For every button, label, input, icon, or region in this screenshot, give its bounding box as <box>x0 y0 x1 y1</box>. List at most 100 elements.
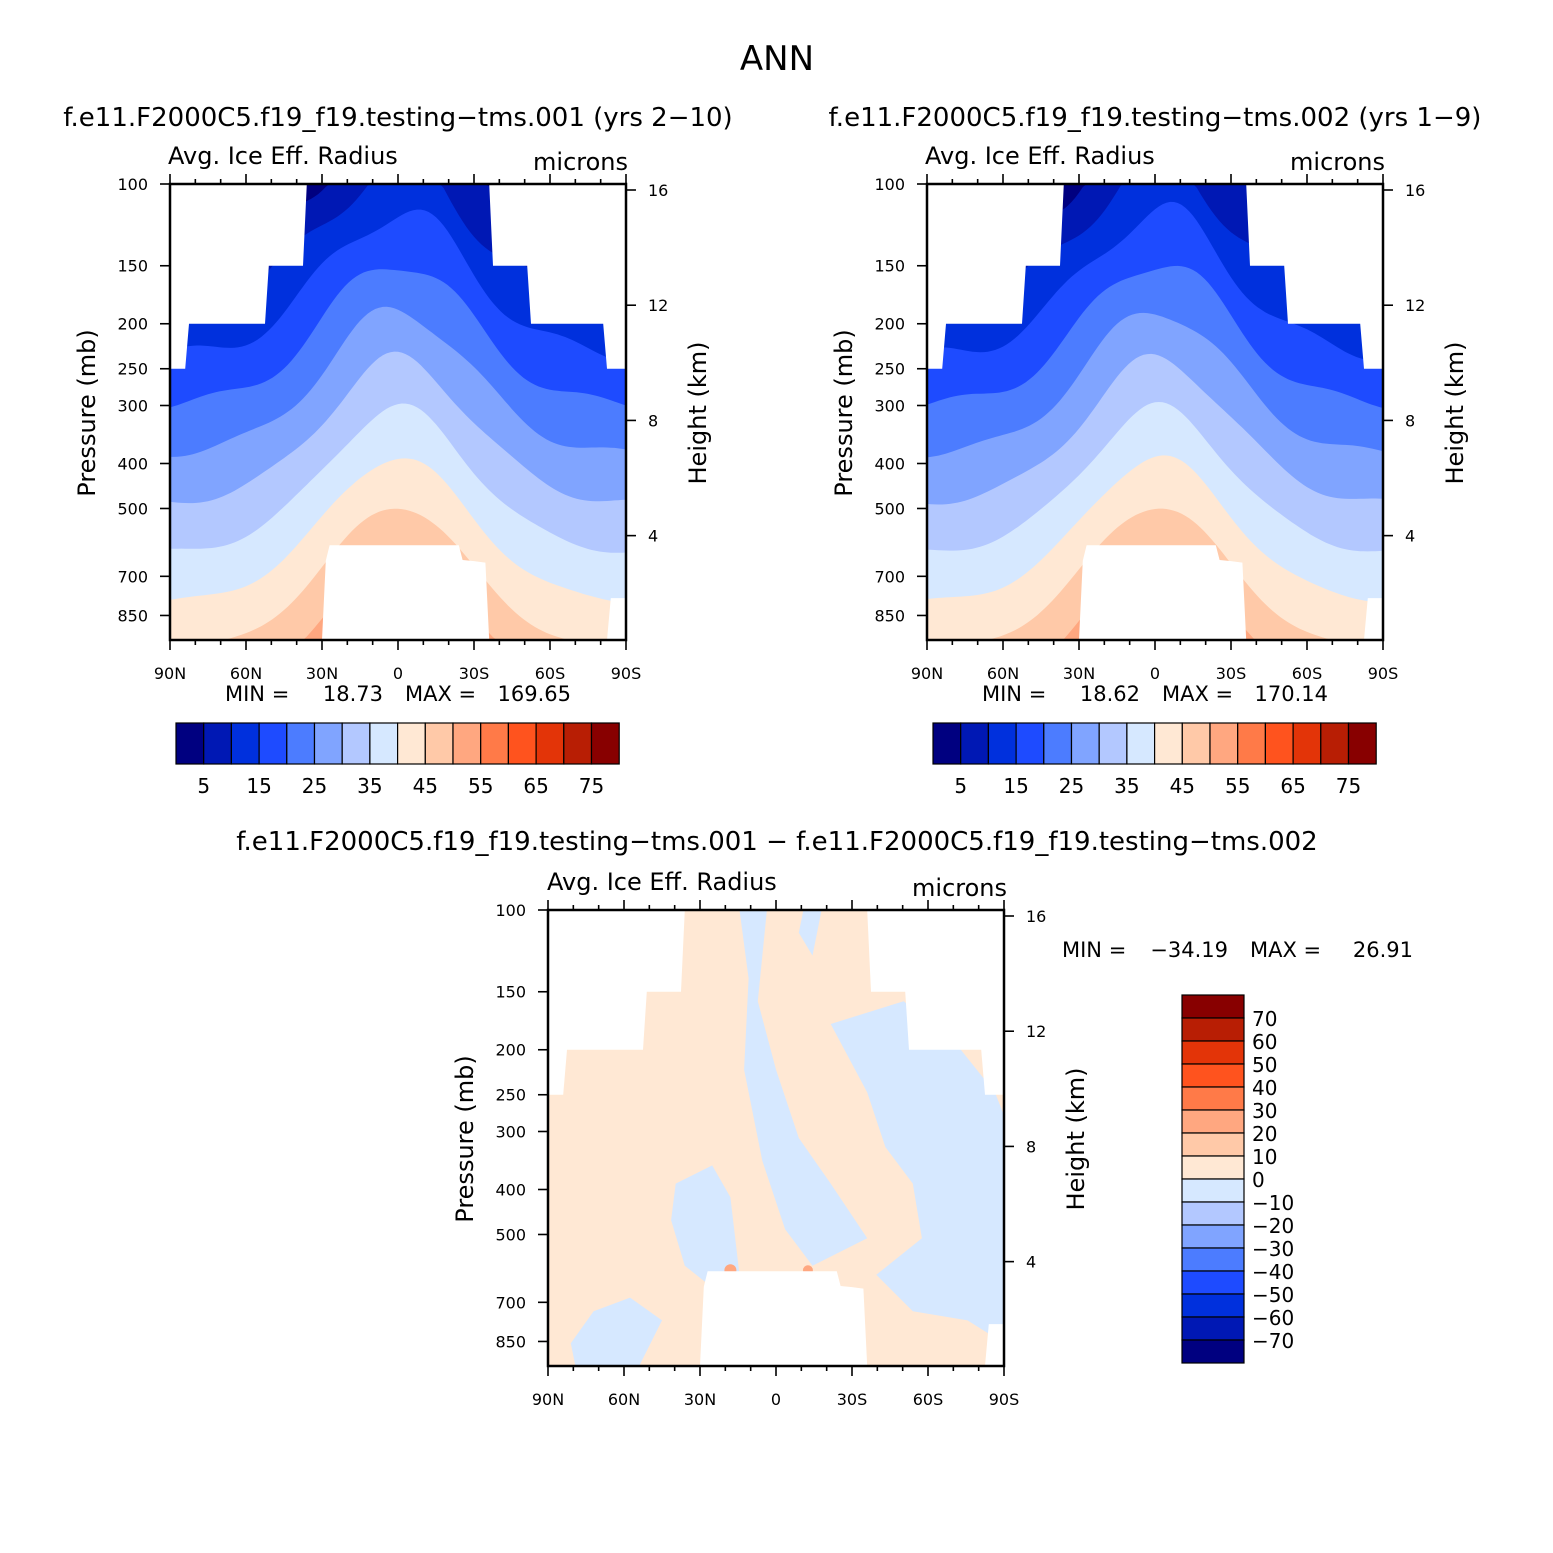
panel-3-colorbar-label: −50 <box>1252 1283 1294 1307</box>
panel-2-ylabel: Pressure (mb) <box>830 329 858 496</box>
panel-1-plot: 90N 60N 30N 0 30S 60S 90S 100 150 200 250 300 400 500… <box>117 174 668 683</box>
panel-1-ylabel: Pressure (mb) <box>73 329 101 496</box>
panel-1-x-tick-label: 30N <box>306 664 338 683</box>
panel-1-y-right-tick-label: 12 <box>648 296 668 315</box>
panel-3-colorbar-box <box>1181 1247 1245 1272</box>
panel-2-y-tick-label: 200 <box>874 315 905 334</box>
panel-2-colorbar-box <box>987 722 1017 765</box>
panel-1-colorbar-box <box>590 722 620 765</box>
panel-3-ylabel-right: Height (km) <box>1062 1068 1090 1211</box>
panel-3-colorbar-box <box>1181 1040 1245 1065</box>
panel-1-min-label: MIN = <box>225 682 289 706</box>
panel-1-colorbar-box <box>369 722 399 765</box>
panel-3-y-right-tick-label: 12 <box>1026 1022 1046 1041</box>
panel-3-x-tick-label: 0 <box>771 1390 781 1409</box>
panel-2-colorbar-label: 5 <box>954 774 967 798</box>
panel-3-colorbar-box <box>1181 1063 1245 1088</box>
panel-1-y-right-tick-label: 4 <box>648 527 658 546</box>
panel-3-negative-region <box>671 1165 740 1284</box>
panel-2-y-tick-label: 150 <box>874 257 905 276</box>
panel-2-y-right-tick-label: 16 <box>1405 181 1425 200</box>
panel-3-colorbar-box <box>1181 1178 1245 1203</box>
panel-3-colorbar-box <box>1181 1339 1245 1364</box>
panel-2-y-right-tick-label: 8 <box>1405 411 1415 430</box>
panel-2-upper-mask <box>927 184 1383 369</box>
panel-3-colorbar-label: −60 <box>1252 1306 1294 1330</box>
panel-3-negative-region <box>798 910 822 956</box>
panel-1-y-tick-label: 400 <box>117 454 148 473</box>
panel-1-units: microns <box>533 148 628 176</box>
panel-2-y-tick-label: 500 <box>874 499 905 518</box>
panel-2-colorbar-box <box>1292 722 1322 765</box>
panel-1-x-tick-label: 0 <box>393 664 403 683</box>
panel-3-colorbar-label: −10 <box>1252 1191 1294 1215</box>
panel-3-case-title: f.e11.F2000C5.f19_f19.testing−tms.001 − … <box>236 827 1317 857</box>
panel-2-x-tick-label: 60S <box>1292 664 1323 683</box>
panel-2-ground-mask <box>927 545 1383 640</box>
panel-3-x-tick-label: 60N <box>608 1390 640 1409</box>
panel-2-y-tick-label: 850 <box>874 606 905 625</box>
panel-3-max-value: 26.91 <box>1353 938 1413 962</box>
panel-2-colorbar-label: 55 <box>1225 774 1250 798</box>
panel-2-x-tick-label: 30S <box>1216 664 1247 683</box>
panel-2-colorbar: 5 15 25 35 45 55 65 75 <box>932 722 1377 798</box>
panel-3-y-tick-label: 250 <box>495 1086 526 1105</box>
panel-2-max-value: 170.14 <box>1255 682 1328 706</box>
panel-1-x-tick-label: 60S <box>535 664 566 683</box>
panel-1-colorbar-box <box>258 722 288 765</box>
panel-1-colorbar-box <box>341 722 371 765</box>
panel-1-colorbar-box <box>175 722 205 765</box>
panel-3-upper-mask <box>548 910 1004 1095</box>
panel-1-colorbar-box <box>452 722 482 765</box>
panel-1-y-tick-label: 100 <box>117 175 148 194</box>
panel-3-colorbar-box <box>1181 1132 1245 1157</box>
panel-1-case-title: f.e11.F2000C5.f19_f19.testing−tms.001 (y… <box>63 103 732 133</box>
panel-1-y-tick-label: 700 <box>117 567 148 586</box>
panel-3-colorbar-label: 70 <box>1252 1007 1277 1031</box>
panel-2-colorbar-box <box>1320 722 1350 765</box>
panel-1-colorbar-label: 45 <box>413 774 438 798</box>
panel-3-negative-region <box>739 910 868 1266</box>
panel-3-colorbar-label: 30 <box>1252 1099 1277 1123</box>
panel-1-colorbar-box <box>230 722 260 765</box>
figure-title: ANN <box>740 39 814 79</box>
panel-2-colorbar-box <box>1043 722 1073 765</box>
panel-2-colorbar-box <box>1181 722 1211 765</box>
panel-2-colorbar-box <box>1237 722 1266 765</box>
panel-1-y-tick-label: 300 <box>117 396 148 415</box>
panel-2-y-tick-label: 250 <box>874 360 905 379</box>
panel-1-x-tick-label: 60N <box>230 664 262 683</box>
panel-3-colorbar-label: 40 <box>1252 1076 1277 1100</box>
panel-2-case-title: f.e11.F2000C5.f19_f19.testing−tms.002 (y… <box>829 103 1482 133</box>
panel-3-colorbar-box <box>1181 1086 1245 1111</box>
panel-2-y-right-tick-label: 4 <box>1405 527 1415 546</box>
panel-3-colorbar-label: −20 <box>1252 1214 1294 1238</box>
panel-1-colorbar-box <box>397 722 426 765</box>
panel-1-max-value: 169.65 <box>498 682 571 706</box>
panel-3-colorbar-box <box>1181 1017 1245 1042</box>
panel-1-ground-mask <box>170 545 626 640</box>
panel-1-x-tick-label: 90N <box>154 664 186 683</box>
panel-2-x-tick-label: 90S <box>1368 664 1399 683</box>
panel-3-y-tick-label: 500 <box>495 1225 526 1244</box>
panel-1-ylabel-right: Height (km) <box>684 342 712 485</box>
panel-1-colorbar-label: 25 <box>302 774 327 798</box>
panel-3-ground-mask <box>548 1271 1004 1366</box>
panel-2-y-tick-label: 100 <box>874 175 905 194</box>
panel-3-variable: Avg. Ice Eff. Radius <box>547 868 777 896</box>
panel-1-upper-mask <box>170 184 626 369</box>
panel-1-y-tick-label: 250 <box>117 360 148 379</box>
panel-2-colorbar-box <box>1126 722 1156 765</box>
panel-3-y-tick-label: 400 <box>495 1180 526 1199</box>
panel-3-y-right-tick-label: 16 <box>1026 907 1046 926</box>
panel-1-colorbar-box <box>286 722 316 765</box>
panel-2-x-tick-label: 60N <box>987 664 1019 683</box>
panel-2-colorbar-box <box>1264 722 1294 765</box>
panel-3-colorbar-label: 50 <box>1252 1053 1277 1077</box>
panel-2-plot: 90N 60N 30N 0 30S 60S 90S 100 150 200 250 300 400 500… <box>874 174 1425 683</box>
panel-3-y-tick-label: 850 <box>495 1332 526 1351</box>
panel-2-x-tick-label: 30N <box>1063 664 1095 683</box>
panel-3-colorbar-box <box>1181 1201 1245 1226</box>
